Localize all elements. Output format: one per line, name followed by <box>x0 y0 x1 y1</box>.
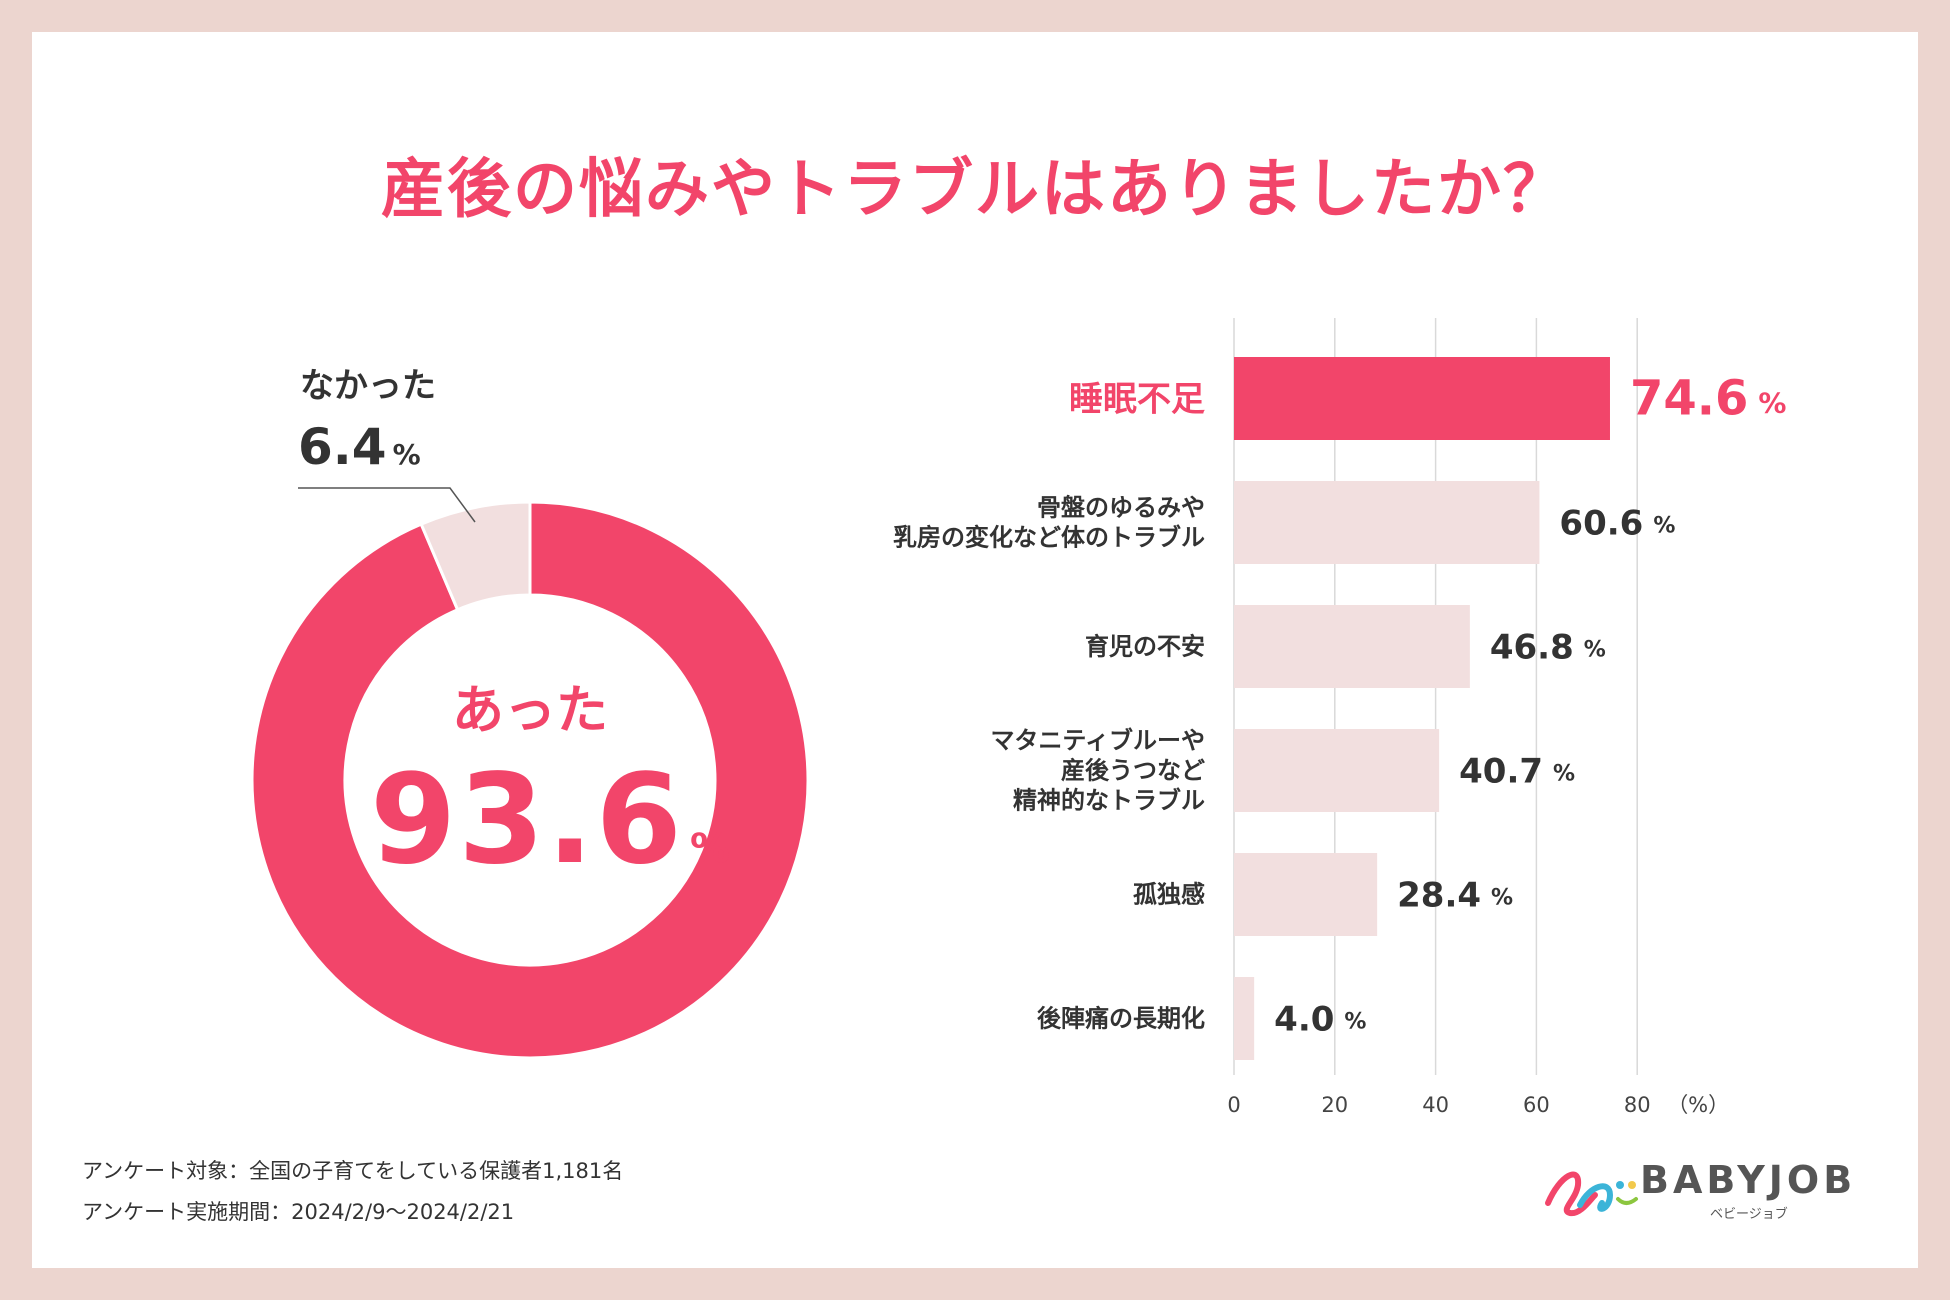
bar <box>1234 605 1470 688</box>
bar-category-label: 睡眠不足 <box>1069 380 1205 420</box>
donut-value-yes: 93.6% <box>370 748 732 892</box>
bar-value-unit: % <box>1553 762 1575 787</box>
x-tick-label: 20 <box>1321 1093 1348 1117</box>
bar-category-label: 精神的なトラブル <box>1013 787 1205 815</box>
x-tick-label: 40 <box>1422 1093 1449 1117</box>
bar-category-label: 後陣痛の長期化 <box>1037 1005 1205 1033</box>
bar-category-label: 産後うつなど <box>1061 757 1205 785</box>
babyjob-logo-mark <box>1545 1171 1638 1217</box>
bar-value-label: 46.8 <box>1490 628 1574 668</box>
bar-category-label: マタニティブルーや <box>990 727 1205 755</box>
x-axis-unit: （%） <box>1667 1093 1729 1117</box>
x-tick-label: 60 <box>1523 1093 1550 1117</box>
bar-value-unit: % <box>1491 886 1513 911</box>
bar-value-label: 40.7 <box>1459 752 1543 792</box>
donut-label-yes: あった <box>451 681 608 741</box>
bar-category-label: 骨盤のゆるみや <box>1037 494 1205 522</box>
bar-value-unit: % <box>1584 638 1606 663</box>
x-tick-label: 80 <box>1624 1093 1651 1117</box>
bar-value-label: 74.6 <box>1630 371 1748 427</box>
donut-slice-no <box>419 500 532 612</box>
donut-value-yes-number: 93.6 <box>370 748 684 892</box>
donut-slice-yes <box>250 500 810 1060</box>
bar-category-label: 育児の不安 <box>1085 633 1205 661</box>
bar <box>1234 481 1540 564</box>
footnote-target: アンケート対象：全国の子育てをしている保護者1,181名 <box>82 1159 624 1183</box>
bar-value-unit: % <box>1758 387 1786 420</box>
donut-label-no: なかった <box>300 366 436 406</box>
bar <box>1234 977 1255 1060</box>
logo-subname: ベビージョブ <box>1710 1207 1788 1222</box>
bar <box>1234 357 1610 440</box>
bar-value-unit: % <box>1653 514 1675 539</box>
bar-category-label: 孤独感 <box>1133 881 1205 909</box>
donut-value-no: 6.4% <box>298 418 421 476</box>
bar-value-label: 60.6 <box>1559 504 1643 544</box>
page-title: 産後の悩みやトラブルはありましたか？ <box>381 153 1569 227</box>
bar-value-label: 28.4 <box>1397 876 1481 916</box>
bar <box>1234 729 1440 812</box>
donut-value-no-number: 6.4 <box>298 418 387 476</box>
footnote-period: アンケート実施期間：2024/2/9〜2024/2/21 <box>82 1200 515 1224</box>
donut-chart <box>250 500 810 1060</box>
bar-category-label: 乳房の変化など体のトラブル <box>893 524 1205 552</box>
donut-value-no-unit: % <box>392 438 421 471</box>
logo-name: BABYJOB <box>1640 1158 1857 1202</box>
bar-value-unit: % <box>1344 1010 1366 1035</box>
donut-value-yes-unit: % <box>689 826 733 872</box>
bar-value-label: 4.0 <box>1274 1000 1334 1040</box>
x-tick-label: 0 <box>1227 1093 1240 1117</box>
bar <box>1234 853 1378 936</box>
